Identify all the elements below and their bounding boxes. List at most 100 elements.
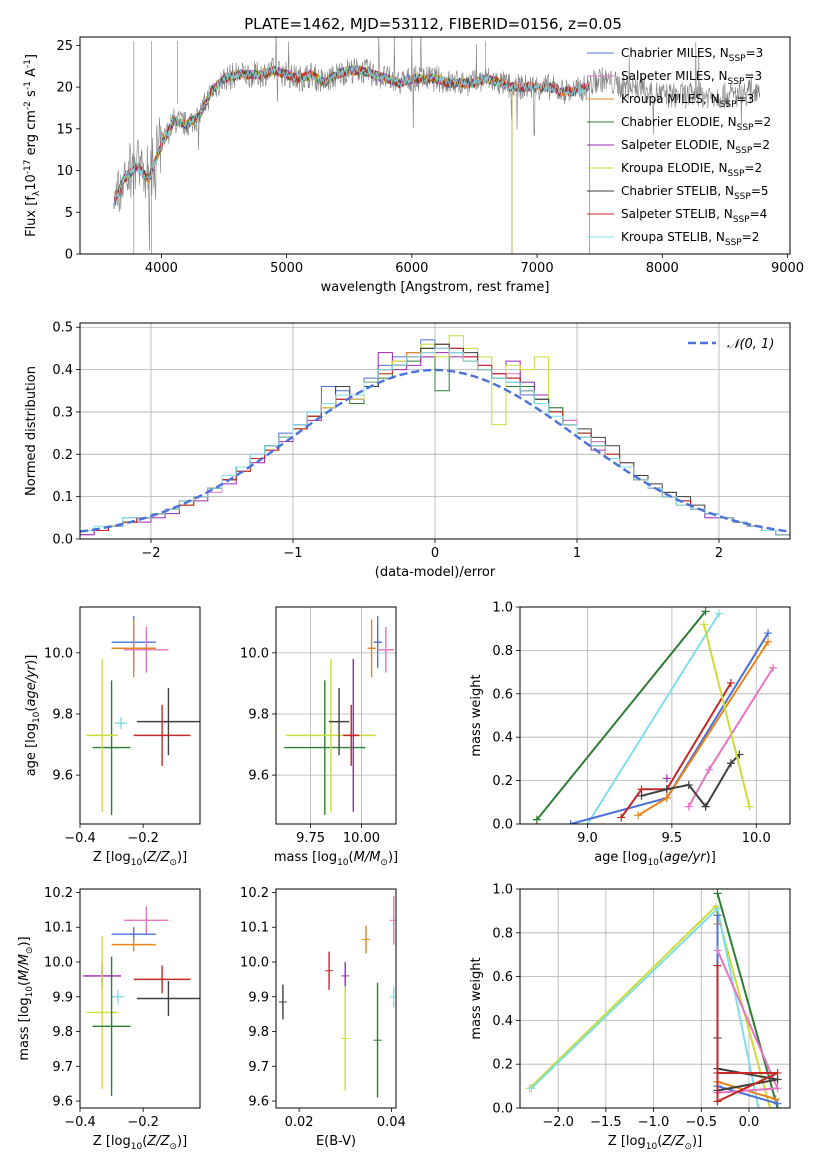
weight-marker xyxy=(726,759,735,768)
y-tick-label: 9.9 xyxy=(52,990,73,1005)
y-tick-label: 9.8 xyxy=(248,707,269,722)
y-tick-label: 9.8 xyxy=(52,707,73,722)
plot-area xyxy=(83,906,200,1096)
weight-marker xyxy=(634,811,643,820)
weight-marker xyxy=(583,820,592,824)
weight-marker xyxy=(662,774,671,783)
panel-age_vs_mass: 9.75 10.00 9.6 9.8 10.0 mass [log10(M/M⊙)] xyxy=(240,606,398,868)
plot-area xyxy=(284,616,394,815)
axes-frame xyxy=(79,322,791,540)
data-point xyxy=(92,956,131,1096)
y-tick-label: 9.8 xyxy=(52,1025,73,1040)
label-segment: -1 xyxy=(23,59,33,68)
label-segment: ( xyxy=(349,850,354,865)
model-series-line xyxy=(113,65,513,254)
y-tick-label: 10.2 xyxy=(44,886,73,901)
y-tick-label: 10.0 xyxy=(44,956,73,971)
weight-marker xyxy=(566,820,575,824)
y-tick-label: 0.1 xyxy=(52,490,73,505)
axes-frame xyxy=(79,36,791,255)
weight-marker xyxy=(713,911,722,920)
weight-marker xyxy=(684,780,693,789)
weight-line xyxy=(702,624,751,807)
label-segment: Kroupa MILES, N xyxy=(621,92,720,106)
data-point xyxy=(133,704,191,766)
x-tick-label: 1 xyxy=(573,546,581,561)
y-tick-label: 0.4 xyxy=(492,731,513,746)
label-segment: ( xyxy=(142,850,147,865)
plot-area xyxy=(86,616,200,815)
label-segment: SSP xyxy=(735,146,752,156)
x-tick-label: 6000 xyxy=(395,261,428,276)
data-point xyxy=(341,962,350,990)
y-tick-label: 9.6 xyxy=(52,769,73,784)
label-segment: )] xyxy=(388,850,398,865)
plot-area xyxy=(525,889,782,1108)
model-series-line xyxy=(113,65,513,254)
x-tick-label: 8000 xyxy=(646,261,679,276)
weight-marker xyxy=(713,961,722,970)
data-point xyxy=(286,658,376,812)
label-segment: ⊙ xyxy=(25,947,35,955)
label-segment: mass [log xyxy=(17,997,32,1060)
label-segment: ( xyxy=(17,981,32,986)
y-tick-label: 20 xyxy=(56,81,73,96)
x-tick-label: 9.5 xyxy=(662,831,683,846)
label-segment: age [log xyxy=(24,723,39,776)
y-tick-label: 0.5 xyxy=(52,321,73,336)
weight-marker xyxy=(765,1104,774,1108)
weight-line xyxy=(641,753,741,809)
plot-area xyxy=(80,335,790,539)
x-tick-label: 5000 xyxy=(270,261,303,276)
weight-series xyxy=(713,961,782,1106)
panel-spectrum: 4000 5000 6000 7000 8000 9000 0 5 10 15 20 25 wavele… xyxy=(23,36,804,295)
data-point xyxy=(124,906,169,935)
x-tick-label: −0.4 xyxy=(64,831,96,846)
x-tick-label: 2 xyxy=(715,546,723,561)
y-tick-label: 10 xyxy=(56,164,73,179)
label-segment: )] xyxy=(24,655,39,665)
x-axis-label: age [log10(age/yr)] xyxy=(594,850,716,868)
y-tick-label: 1.0 xyxy=(492,601,513,616)
axes-frame xyxy=(519,606,791,825)
legend-label: Chabrier STELIB, NSSP=5 xyxy=(621,184,769,202)
x-tick-label: 0 xyxy=(431,546,439,561)
y-tick-label: 25 xyxy=(56,39,73,54)
label-segment: ⊙ xyxy=(169,858,177,868)
data-point xyxy=(373,616,382,669)
y-tick-label: 0.4 xyxy=(492,1014,513,1029)
weight-marker xyxy=(701,802,710,811)
label-segment: Chabrier STELIB, N xyxy=(621,184,734,198)
weight-marker xyxy=(662,793,671,802)
x-tick-label: −0.2 xyxy=(127,1115,159,1130)
weight-marker xyxy=(773,1084,782,1093)
weight-series xyxy=(634,637,773,820)
figure-title: PLATE=1462, MJD=53112, FIBERID=0156, z=0… xyxy=(244,15,622,33)
weight-marker xyxy=(662,785,671,794)
label-segment: SSP xyxy=(737,123,754,133)
y-tick-label: 9.8 xyxy=(248,1025,269,1040)
model-series-line xyxy=(113,64,513,254)
label-segment: 10 xyxy=(24,174,39,191)
label-segment: M/M xyxy=(354,850,381,865)
y-tick-label: 10.0 xyxy=(44,646,73,661)
y-tick-label: 9.7 xyxy=(248,1060,269,1075)
axes-frame xyxy=(275,606,397,825)
data-point xyxy=(136,687,200,756)
y-tick-label: 9.6 xyxy=(248,769,269,784)
y-axis-label: mass [log10(M/M⊙)] xyxy=(17,936,35,1060)
weight-marker xyxy=(705,765,713,774)
weight-marker xyxy=(701,607,710,616)
panel-weight_vs_Z: −2.0 −1.5 −1.0 −0.5 0.0 0.0 0.2 0.4 0.6 0.8 1.0 Z [… xyxy=(469,883,791,1152)
weight-line xyxy=(716,965,779,1103)
data-point xyxy=(325,951,334,990)
axes-frame xyxy=(79,606,201,825)
label-segment: (data-model)/error xyxy=(375,565,496,580)
data-point xyxy=(328,687,350,756)
label-segment: Chabrier ELODIE, N xyxy=(621,115,737,129)
label-segment: s xyxy=(24,90,39,101)
y-tick-label: 10.2 xyxy=(240,886,269,901)
data-point xyxy=(133,965,191,994)
label-segment: A xyxy=(24,68,39,81)
